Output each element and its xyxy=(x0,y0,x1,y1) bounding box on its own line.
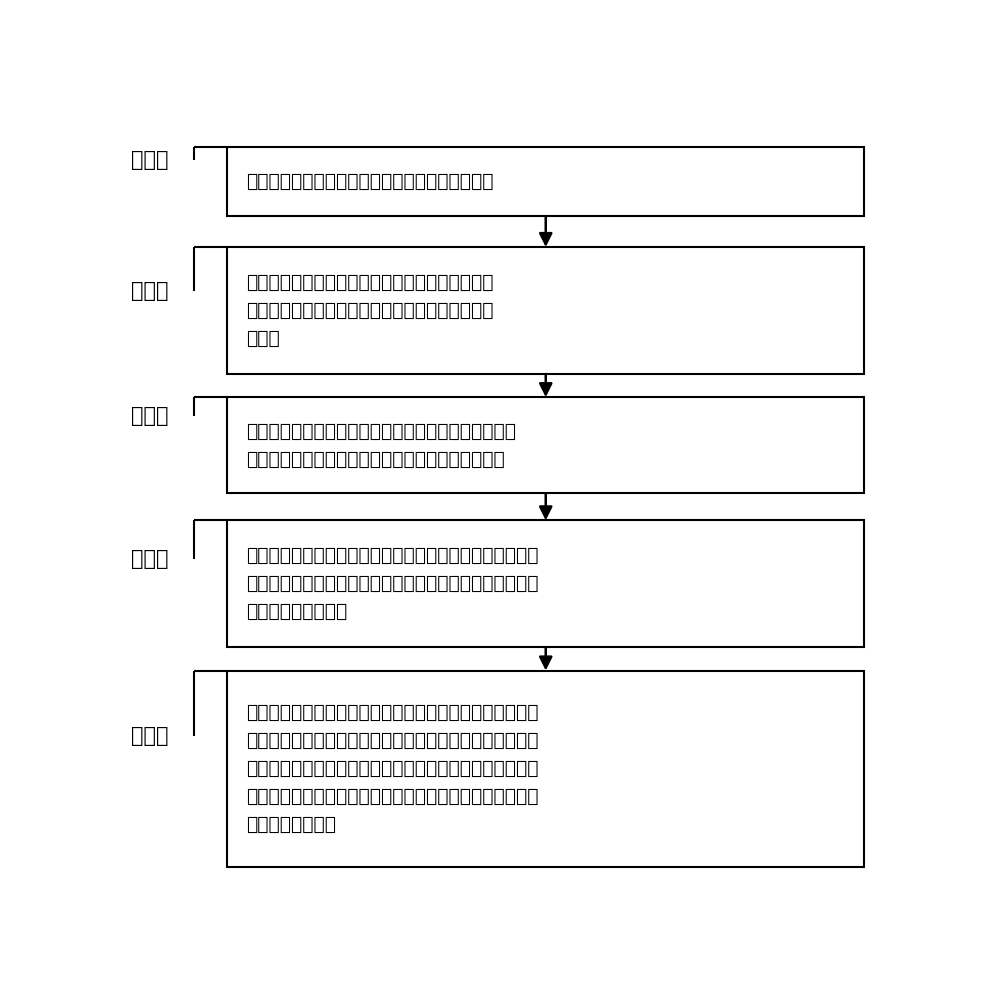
Text: 步骤三: 步骤三 xyxy=(132,406,169,426)
Bar xyxy=(228,671,864,867)
Bar xyxy=(228,520,864,647)
Text: 步骤一: 步骤一 xyxy=(132,150,169,170)
Text: 步骤二: 步骤二 xyxy=(132,281,169,301)
Bar xyxy=(228,147,864,216)
Text: 利用步骤四中所述的三维状态空间关系模型，结合步骤四所
述的目标函数，获得在不同的温度条件下，锂离子动力电池
内部交流阻抗最大值对应的脉冲电流频率；根据锂离子动力: 利用步骤四中所述的三维状态空间关系模型，结合步骤四所 述的目标函数，获得在不同的… xyxy=(247,703,539,834)
Text: 利用步骤二中辨识的元器件参数，建立以锂离子动力电
池内部交流阻抗与脉冲电流频率为对象的目标函数；: 利用步骤二中辨识的元器件参数，建立以锂离子动力电 池内部交流阻抗与脉冲电流频率为… xyxy=(247,422,517,469)
Text: 步骤五: 步骤五 xyxy=(132,726,169,746)
Bar xyxy=(228,397,864,493)
Bar xyxy=(228,247,864,374)
Text: 步骤四: 步骤四 xyxy=(132,549,169,569)
Text: 建立锂离子动力电池的二阶戴维南等效电路模型；: 建立锂离子动力电池的二阶戴维南等效电路模型； xyxy=(247,172,494,191)
Text: 利用拉普拉斯变换和递推最小二乘法对当前温度环
境下二阶戴维南等效电路模型中的元器件参数进行
辨识；: 利用拉普拉斯变换和递推最小二乘法对当前温度环 境下二阶戴维南等效电路模型中的元器… xyxy=(247,273,494,348)
Text: 运用三维状态空间方法，结合步骤三中内部交流阻抗与脉冲
频率的目标函数，元器件参数、脉冲电流频率与温度的三维
状态空间关系模型；: 运用三维状态空间方法，结合步骤三中内部交流阻抗与脉冲 频率的目标函数，元器件参数… xyxy=(247,546,539,621)
